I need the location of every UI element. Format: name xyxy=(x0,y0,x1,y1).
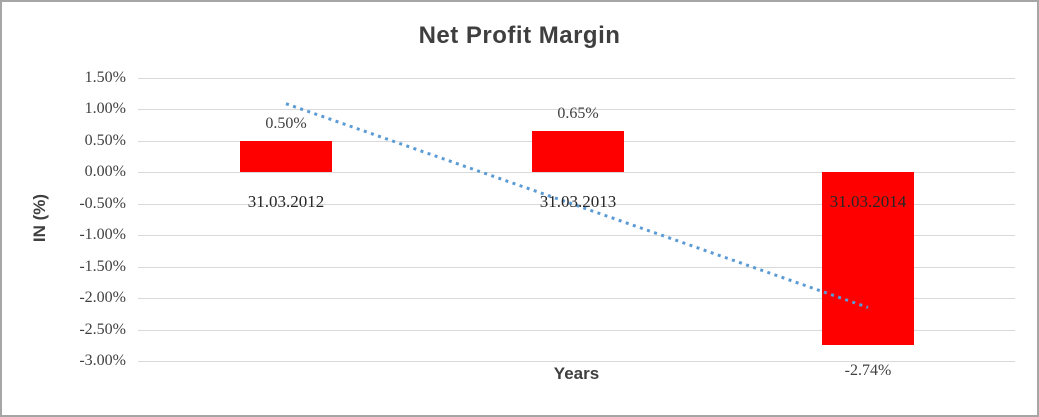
y-tick-label: -1.50% xyxy=(79,257,126,275)
bar-31.03.2013 xyxy=(532,131,624,173)
y-tick-label: -0.50% xyxy=(79,194,126,212)
gridline xyxy=(138,78,1015,79)
gridline xyxy=(138,329,1015,331)
y-tick-label: 1.00% xyxy=(84,100,126,118)
y-tick-label: 1.50% xyxy=(84,69,126,86)
bar-31.03.2012 xyxy=(240,140,332,173)
data-label: 0.65% xyxy=(557,105,599,123)
category-label: 31.03.2014 xyxy=(829,192,907,211)
x-axis-title: Years xyxy=(553,364,600,383)
y-tick-label: 0.00% xyxy=(84,163,126,181)
y-tick-label: 0.50% xyxy=(84,131,126,149)
y-tick-label: -3.00% xyxy=(79,352,126,369)
y-tick-label: -2.50% xyxy=(79,320,126,338)
y-tick-label: -1.00% xyxy=(79,226,126,244)
gridline xyxy=(138,361,1015,362)
y-tick-label: -2.00% xyxy=(79,289,126,307)
data-label: 0.50% xyxy=(265,114,307,132)
category-label: 31.03.2013 xyxy=(539,192,617,211)
data-label: -2.74% xyxy=(844,361,892,379)
category-label: 31.03.2012 xyxy=(247,192,325,211)
chart-title: Net Profit Margin xyxy=(418,22,621,49)
